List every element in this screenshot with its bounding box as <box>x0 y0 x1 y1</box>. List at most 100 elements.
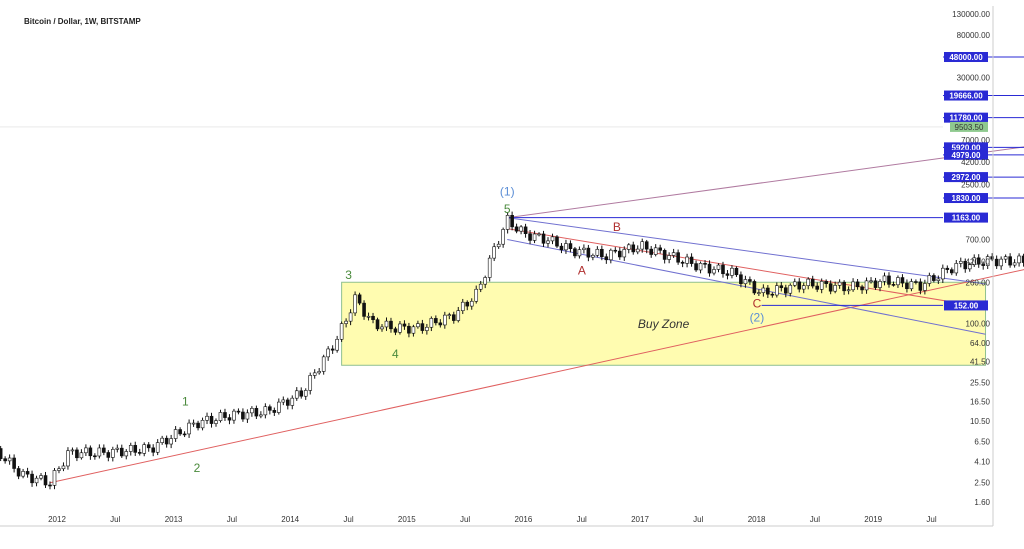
time-tick: Jul <box>693 515 703 524</box>
candle-body <box>259 414 263 417</box>
candle-body <box>344 320 348 324</box>
candle-body <box>353 294 357 314</box>
candle-body <box>833 285 837 292</box>
candle-body <box>945 267 950 270</box>
candle-body <box>792 281 797 286</box>
candle-body <box>640 241 645 250</box>
price-tick: 1.60 <box>974 498 990 507</box>
price-axis[interactable]: 130000.00 80000.00 48000.00 30000.00 19666.0… <box>0 10 991 507</box>
candle-body <box>999 258 1003 267</box>
candle-body <box>591 254 595 258</box>
candle-body <box>48 484 52 487</box>
price-level-tag <box>944 90 988 101</box>
candle-body <box>443 314 447 326</box>
candle-body <box>600 248 604 258</box>
price-tick: 30000.00 <box>957 73 991 82</box>
candle-body <box>537 233 541 236</box>
candle-body <box>142 444 147 454</box>
candle-body <box>7 457 12 462</box>
candle-body <box>294 390 299 399</box>
candle-body <box>595 248 600 256</box>
candle-body <box>465 301 470 307</box>
candle-body <box>846 289 851 292</box>
price-level-tag <box>944 212 988 223</box>
price-tick: 4200.00 <box>961 158 990 167</box>
candle-body <box>30 473 34 484</box>
candle-body <box>828 283 833 292</box>
candle-body <box>1012 262 1017 266</box>
lower-trendline <box>49 269 1024 484</box>
candle-body <box>173 429 178 439</box>
price-tick: 700.00 <box>966 236 991 245</box>
candle-body <box>200 419 205 429</box>
candle-body <box>819 281 824 290</box>
candle-body <box>900 277 905 284</box>
candle-body <box>573 248 577 257</box>
candle-body <box>496 243 501 248</box>
candle-body <box>949 269 954 274</box>
current-price-text: 9503.50 <box>955 123 984 132</box>
candle-body <box>429 318 434 328</box>
candle-body <box>366 315 371 318</box>
candle-body <box>555 236 559 247</box>
candle-body <box>810 278 815 287</box>
candle-body <box>146 444 151 449</box>
candle-body <box>272 410 277 413</box>
candle-body <box>61 465 66 470</box>
candle-body <box>483 277 487 285</box>
candle-body <box>182 433 187 436</box>
time-axis[interactable]: 2012 Jul 2013 Jul 2014 Jul 2015 Jul 2016 Jul 2017 J… <box>48 515 937 524</box>
time-tick: 2012 <box>48 515 66 524</box>
candle-body <box>617 250 622 258</box>
price-level-tag-text: 1830.00 <box>952 194 981 203</box>
candle-body <box>918 281 923 291</box>
candle-body <box>635 248 640 253</box>
candle-body <box>1003 256 1008 260</box>
price-tick: 130000.00 <box>952 10 990 19</box>
candle-body <box>559 245 564 251</box>
candle-body <box>227 417 232 421</box>
candle-body <box>528 233 532 241</box>
price-level-tag <box>944 300 988 311</box>
price-tick: 100.00 <box>966 320 991 329</box>
candle-body <box>689 256 694 264</box>
price-level-tag-text: 2972.00 <box>952 173 981 182</box>
candle-body <box>330 348 335 351</box>
candle-body <box>923 283 927 291</box>
candle-body <box>75 449 79 459</box>
candle-body <box>779 285 784 289</box>
candle-body <box>703 262 707 265</box>
candle-body <box>631 244 636 253</box>
candle-body <box>613 249 618 252</box>
candle-body <box>232 410 236 421</box>
candle-body <box>1017 255 1021 264</box>
candle-body <box>137 452 142 454</box>
candle-body <box>653 247 658 255</box>
candle-body <box>878 281 882 288</box>
candle-body <box>205 415 209 421</box>
candle-body <box>864 280 869 291</box>
time-tick: 2013 <box>165 515 183 524</box>
candle-body <box>281 399 286 403</box>
time-tick: Jul <box>110 515 120 524</box>
price-tick: 41.50 <box>970 357 991 366</box>
candle-body <box>169 438 173 445</box>
candle-body <box>375 319 380 330</box>
candle-body <box>398 323 402 333</box>
candle-body <box>254 408 259 417</box>
candle-body <box>88 447 93 457</box>
candle-body <box>721 264 725 275</box>
candle-body <box>869 280 873 283</box>
candle-body <box>407 325 411 334</box>
candle-body <box>748 279 752 282</box>
candle-body <box>460 301 465 311</box>
candle-body <box>236 410 241 413</box>
price-tick: 420.00 <box>966 258 991 267</box>
candle-body <box>644 241 649 250</box>
price-tick: 2.50 <box>974 479 990 488</box>
time-tick: 2014 <box>281 515 299 524</box>
candle-body <box>348 312 353 322</box>
candle-body <box>667 255 671 260</box>
